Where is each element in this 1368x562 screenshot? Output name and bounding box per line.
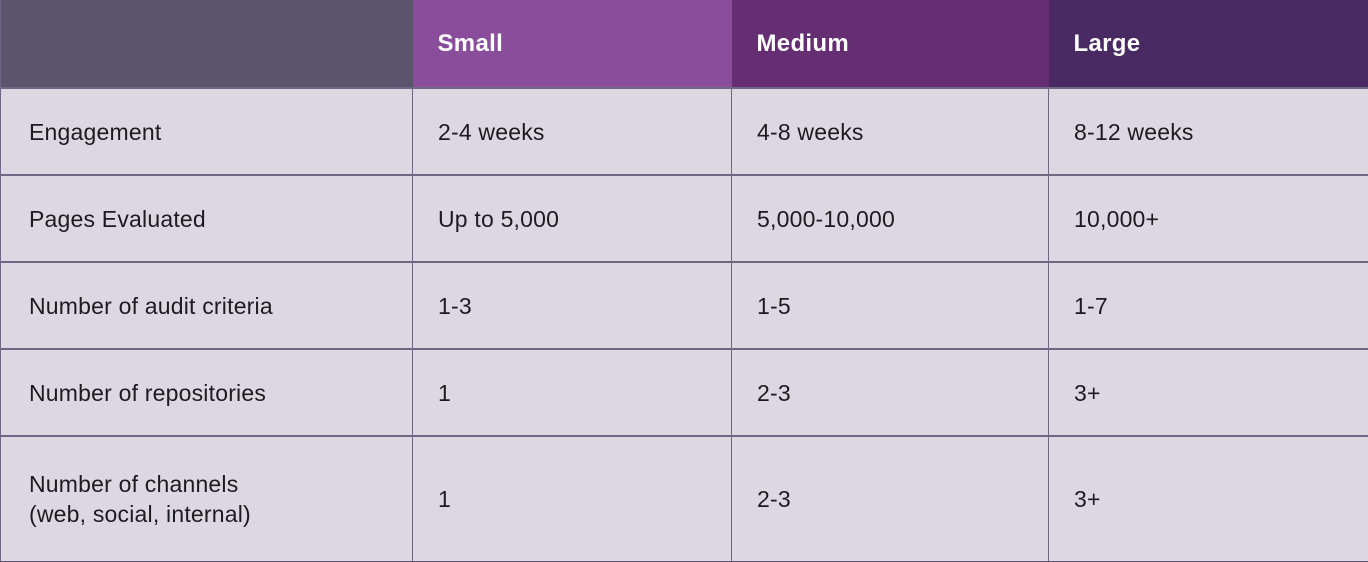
- cell-small-value: 1: [412, 435, 732, 562]
- header-cell-blank: [0, 0, 413, 88]
- cell-small-value: Up to 5,000: [412, 174, 732, 263]
- table-row-audit-criteria: Number of audit criteria 1-3 1-5 1-7: [0, 261, 1368, 350]
- header-row: Small Medium Large: [0, 0, 1368, 88]
- cell-small-value: 1: [412, 348, 732, 437]
- row-label-line1: Number of channels: [29, 470, 239, 497]
- table-header: Small Medium Large: [0, 0, 1368, 88]
- cell-medium-value: 4-8 weeks: [731, 87, 1049, 176]
- cell-small-value: 1-3: [412, 261, 732, 350]
- header-cell-medium: Medium: [731, 0, 1049, 88]
- cell-small-value: 2-4 weeks: [412, 87, 732, 176]
- cell-large-value: 1-7: [1048, 261, 1368, 350]
- table-row-channels: Number of channels (web, social, interna…: [0, 435, 1368, 562]
- table-row-repositories: Number of repositories 1 2-3 3+: [0, 348, 1368, 437]
- header-cell-large: Large: [1048, 0, 1368, 88]
- row-label: Number of audit criteria: [0, 261, 413, 350]
- row-label-line2: (web, social, internal): [29, 500, 251, 527]
- row-label: Pages Evaluated: [0, 174, 413, 263]
- cell-medium-value: 2-3: [731, 348, 1049, 437]
- cell-medium-value: 2-3: [731, 435, 1049, 562]
- table-row-pages-evaluated: Pages Evaluated Up to 5,000 5,000-10,000…: [0, 174, 1368, 263]
- row-label: Number of channels (web, social, interna…: [0, 435, 413, 562]
- row-label: Engagement: [0, 87, 413, 176]
- table-row-engagement: Engagement 2-4 weeks 4-8 weeks 8-12 week…: [0, 87, 1368, 176]
- cell-large-value: 3+: [1048, 435, 1368, 562]
- cell-medium-value: 1-5: [731, 261, 1049, 350]
- table-body: Engagement 2-4 weeks 4-8 weeks 8-12 week…: [0, 87, 1368, 562]
- cell-medium-value: 5,000-10,000: [731, 174, 1049, 263]
- header-cell-small: Small: [412, 0, 732, 88]
- cell-large-value: 8-12 weeks: [1048, 87, 1368, 176]
- cell-large-value: 10,000+: [1048, 174, 1368, 263]
- cell-large-value: 3+: [1048, 348, 1368, 437]
- row-label: Number of repositories: [0, 348, 413, 437]
